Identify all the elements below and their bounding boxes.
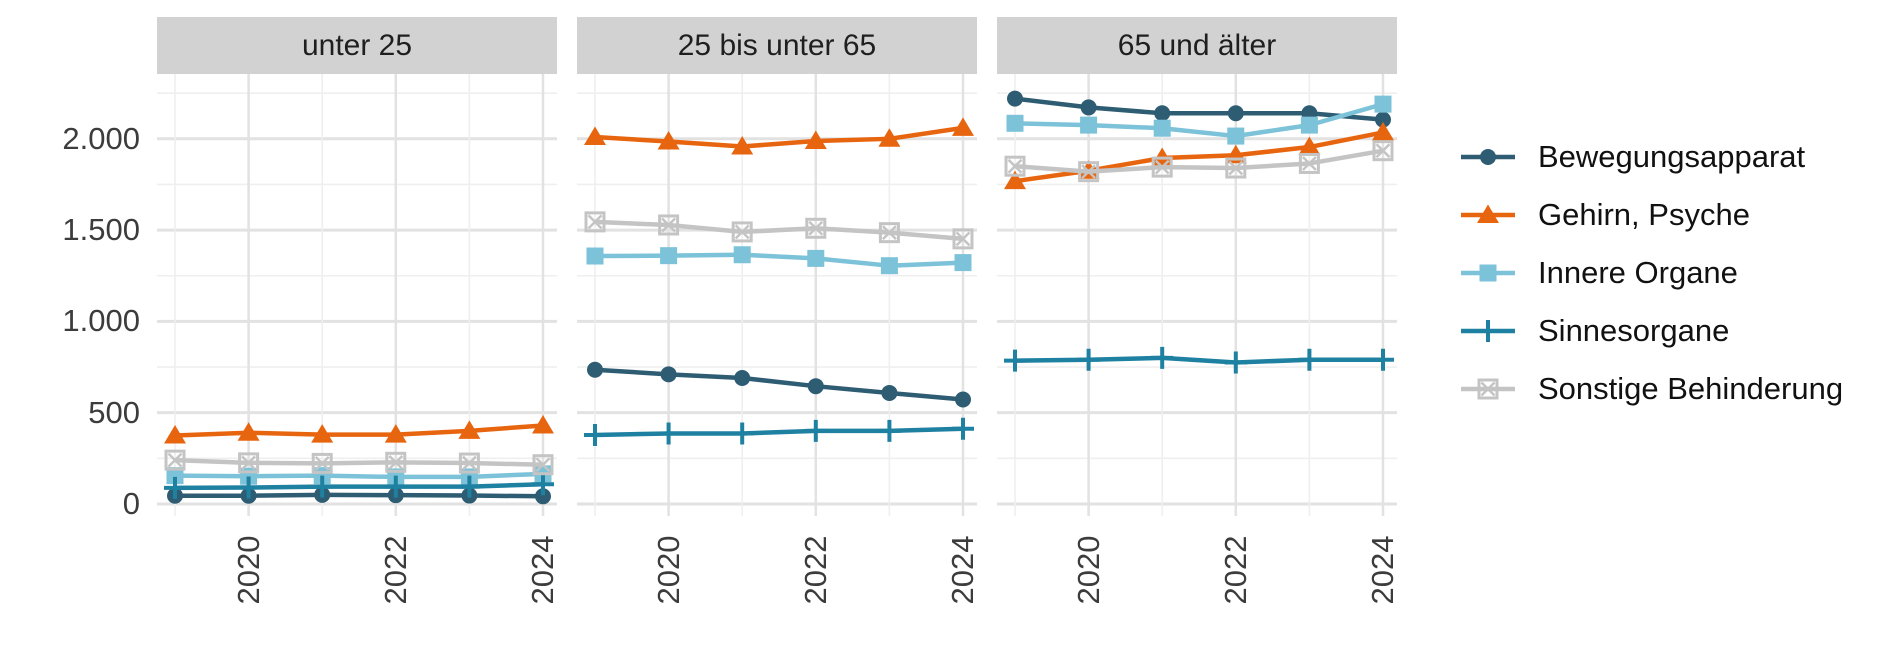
series-sonstige-behinderung bbox=[584, 211, 974, 250]
series-sonstige-behinderung bbox=[164, 449, 554, 476]
circle-marker-icon bbox=[1461, 149, 1515, 165]
series-sonstige-behinderung bbox=[1004, 140, 1394, 183]
legend-item-sinnesorgane: Sinnesorgane bbox=[1460, 302, 1843, 360]
y-axis-tick-label: 500 bbox=[88, 394, 140, 430]
series-innere-organe bbox=[1006, 95, 1392, 145]
legend-item-gehirn-psyche: Gehirn, Psyche bbox=[1460, 186, 1843, 244]
series-bewegungsapparat bbox=[587, 361, 971, 408]
y-axis-tick-label: 0 bbox=[122, 485, 140, 521]
series-bewegungsapparat bbox=[1007, 90, 1391, 128]
x-axis-tick-label: 2022 bbox=[1217, 535, 1253, 605]
legend-label: Bewegungsapparat bbox=[1538, 139, 1806, 174]
legend-label: Sonstige Behinderung bbox=[1538, 371, 1844, 406]
x-axis-tick-label: 2022 bbox=[377, 535, 413, 605]
facet-header-25-bis-unter-65: 25 bis unter 65 bbox=[577, 17, 977, 74]
series-sinnesorgane bbox=[584, 417, 974, 446]
legend-item-sonstige-behinderung: Sonstige Behinderung bbox=[1460, 360, 1843, 418]
panel-unter-25 bbox=[157, 74, 557, 516]
panel-25-bis-unter-65 bbox=[577, 74, 977, 516]
x-axis-tick-label: 2022 bbox=[797, 535, 833, 605]
x-axis-tick-label: 2024 bbox=[525, 535, 560, 605]
y-axis-tick-label: 1.000 bbox=[62, 303, 140, 339]
x-axis-tick-label: 2024 bbox=[1365, 535, 1400, 605]
x-axis-tick-label: 2020 bbox=[230, 535, 266, 605]
legend-item-innere-organe: Innere Organe bbox=[1460, 244, 1843, 302]
plus-marker-icon bbox=[1461, 320, 1515, 342]
x-axis-tick-label: 2024 bbox=[945, 535, 980, 605]
facet-header-65-und-aelter: 65 und älter bbox=[997, 17, 1397, 74]
panel-65-und-älter bbox=[997, 74, 1397, 516]
series-gehirn-psyche bbox=[164, 414, 554, 444]
y-axis-tick-label: 1.500 bbox=[62, 212, 140, 248]
triangle-marker-icon bbox=[1461, 204, 1515, 223]
series-gehirn-psyche bbox=[584, 117, 974, 155]
legend-label: Innere Organe bbox=[1538, 255, 1738, 290]
legend-label: Sinnesorgane bbox=[1538, 313, 1730, 348]
legend: Bewegungsapparat Gehirn, Psyche Innere O… bbox=[1460, 128, 1843, 418]
series-innere-organe bbox=[586, 246, 972, 275]
facet-header-unter-25: unter 25 bbox=[157, 17, 557, 74]
square-marker-icon bbox=[1461, 264, 1515, 282]
series-innere-organe bbox=[166, 465, 552, 486]
x-axis-tick-label: 2020 bbox=[650, 535, 686, 605]
legend-item-bewegungsapparat: Bewegungsapparat bbox=[1460, 128, 1843, 186]
series-bewegungsapparat bbox=[167, 486, 551, 505]
series-sinnesorgane bbox=[1004, 346, 1394, 374]
y-axis-tick-label: 2.000 bbox=[62, 120, 140, 156]
series-sinnesorgane bbox=[164, 473, 554, 499]
boxed-x-marker-icon bbox=[1461, 378, 1515, 400]
legend-label: Gehirn, Psyche bbox=[1538, 197, 1750, 232]
x-axis-tick-label: 2020 bbox=[1070, 535, 1106, 605]
